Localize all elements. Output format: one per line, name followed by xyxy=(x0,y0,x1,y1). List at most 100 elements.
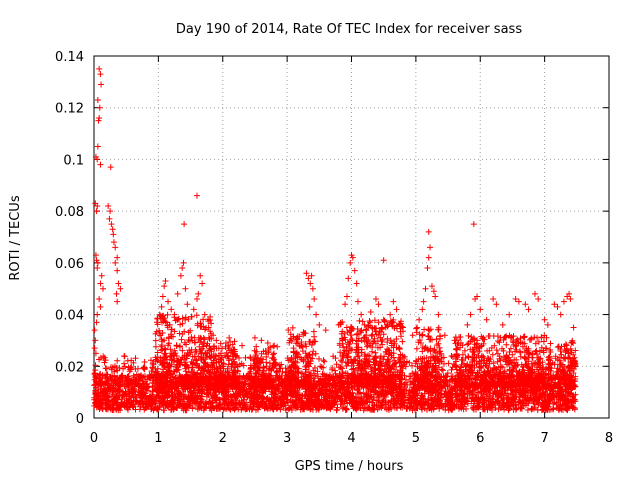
x-tick-label: 0 xyxy=(90,431,98,446)
scatter-point xyxy=(387,311,394,318)
scatter-point xyxy=(97,303,104,310)
y-tick-label: 0.02 xyxy=(55,360,84,375)
scatter-point xyxy=(96,65,103,72)
x-tick-label: 8 xyxy=(605,431,613,446)
scatter-point xyxy=(303,270,310,277)
x-tick-label: 3 xyxy=(283,431,291,446)
scatter-point xyxy=(348,252,355,259)
scatter-point xyxy=(94,311,101,318)
scatter-point xyxy=(94,156,101,163)
scatter-point xyxy=(425,254,432,261)
scatter-point xyxy=(258,337,265,344)
scatter-point xyxy=(409,332,416,339)
scatter-point xyxy=(115,280,122,287)
scatter-point xyxy=(467,311,474,318)
scatter-point xyxy=(205,324,212,331)
scatter-point xyxy=(293,334,300,341)
scatter-point xyxy=(195,290,202,297)
scatter-point xyxy=(109,226,116,233)
scatter-point xyxy=(367,308,374,315)
y-tick-label: 0.06 xyxy=(55,257,84,272)
scatter-point xyxy=(97,71,104,78)
scatter-point xyxy=(110,239,117,246)
scatter-point xyxy=(114,267,121,274)
scatter-point xyxy=(194,296,200,303)
scatter-point xyxy=(92,153,99,160)
scatter-point xyxy=(420,298,427,305)
scatter-point xyxy=(308,272,315,279)
scatter-point xyxy=(98,272,105,279)
x-tick-label: 7 xyxy=(540,431,548,446)
scatter-point xyxy=(174,290,181,297)
scatter-point xyxy=(428,283,435,290)
scatter-point xyxy=(107,208,114,215)
scatter-point xyxy=(94,96,101,103)
scatter-point xyxy=(93,257,100,264)
y-tick-label: 0.04 xyxy=(55,309,84,324)
scatter-point xyxy=(97,161,104,168)
scatter-point xyxy=(239,342,246,349)
scatter-point xyxy=(560,298,567,305)
x-tick-label: 5 xyxy=(412,431,420,446)
scatter-point xyxy=(544,321,551,328)
scatter-point xyxy=(358,311,365,318)
scatter-point xyxy=(96,296,103,303)
scatter-point xyxy=(347,259,354,266)
scatter-point xyxy=(92,350,99,357)
scatter-point xyxy=(210,332,217,339)
scatter-point xyxy=(390,298,397,305)
scatter-point xyxy=(94,143,101,150)
scatter-point xyxy=(349,254,356,261)
scatter-point xyxy=(179,265,186,272)
scatter-point xyxy=(113,290,120,297)
scatter-point xyxy=(197,272,204,279)
scatter-point xyxy=(98,81,105,88)
data-points xyxy=(91,65,579,414)
scatter-point xyxy=(435,311,442,318)
scatter-point xyxy=(499,321,506,328)
scatter-point xyxy=(400,324,406,331)
scatter-point xyxy=(566,290,573,297)
scatter-point xyxy=(307,280,314,287)
scatter-point xyxy=(290,345,297,352)
chart-title: Day 190 of 2014, Rate Of TEC Index for r… xyxy=(176,22,522,37)
scatter-point xyxy=(425,228,432,235)
y-tick-label: 0.12 xyxy=(55,102,84,117)
scatter-point xyxy=(441,332,448,339)
scatter-point xyxy=(251,334,258,341)
scatter-point xyxy=(393,306,400,313)
scatter-point xyxy=(361,321,368,328)
scatter-point xyxy=(112,259,119,266)
grid-lines xyxy=(94,56,609,418)
scatter-point xyxy=(108,221,115,228)
scatter-point xyxy=(313,311,320,318)
scatter-point xyxy=(372,296,379,303)
scatter-point xyxy=(522,301,529,308)
scatter-point xyxy=(306,303,313,310)
scatter-point xyxy=(105,202,112,209)
scatter-point xyxy=(112,244,119,251)
y-axis-label: ROTI / TECUs xyxy=(8,195,23,280)
y-tick-label: 0 xyxy=(76,412,84,427)
scatter-point xyxy=(345,275,352,282)
scatter-point xyxy=(422,285,429,292)
scatter-point xyxy=(190,306,197,313)
scatter-point xyxy=(424,265,431,272)
scatter-point xyxy=(199,280,206,287)
scatter-point xyxy=(271,342,278,349)
scatter-point xyxy=(93,208,100,215)
scatter-point xyxy=(531,290,538,297)
scatter-point xyxy=(92,252,99,259)
x-tick-label: 2 xyxy=(219,431,227,446)
scatter-point xyxy=(515,298,522,305)
y-tick-label: 0.08 xyxy=(55,205,84,220)
axis-ticks: 0 1 2 3 4 5 6 7 8 0 0.02 0.04 0.06 0.08 0.1 0.12 0.14 xyxy=(55,50,613,446)
scatter-point xyxy=(106,215,113,222)
scatter-point xyxy=(94,259,101,266)
scatter-point xyxy=(201,311,208,318)
scatter-point xyxy=(430,288,437,295)
scatter-point xyxy=(92,337,99,344)
scatter-point xyxy=(94,202,101,209)
scatter-point xyxy=(570,324,577,331)
